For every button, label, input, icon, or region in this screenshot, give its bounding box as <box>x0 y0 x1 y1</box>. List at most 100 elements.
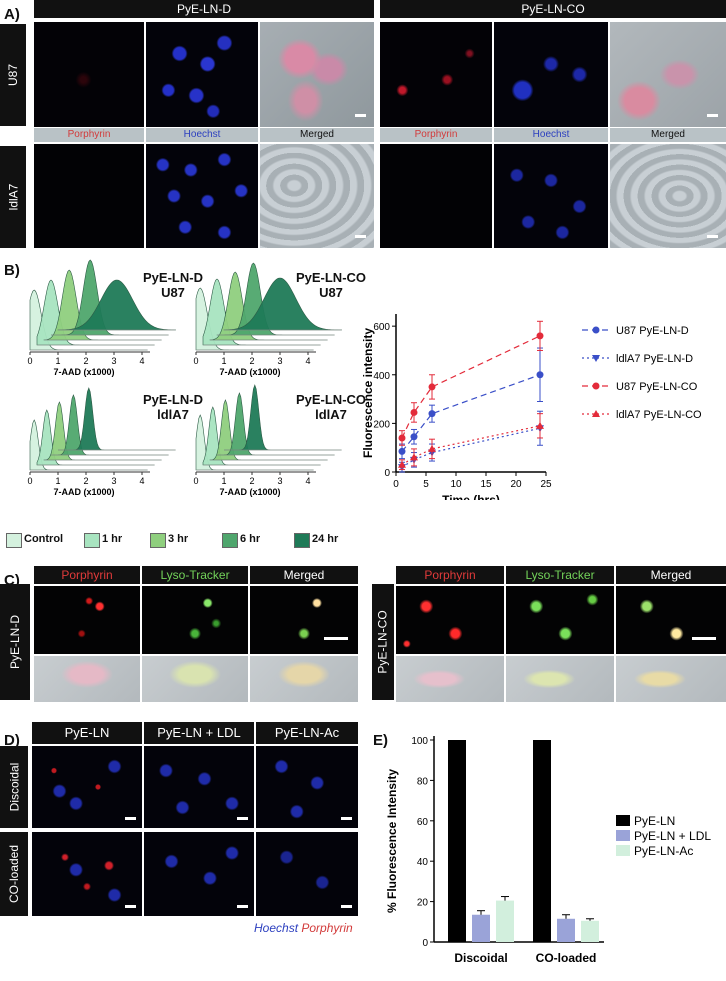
legend-label: ldlA7 PyE-LN-D <box>616 353 693 365</box>
data-point <box>428 410 436 418</box>
hist-tick-label: 1 <box>221 476 226 486</box>
histogram-1: 0 1 2 3 4 7-AAD (x1000) <box>27 259 176 377</box>
d-co-loaded-pyeln-ac-image <box>256 832 358 916</box>
hist-trace <box>57 279 176 331</box>
series-line <box>401 374 541 452</box>
x-axis-label: Time (hrs) <box>442 493 500 500</box>
panel-d-label: D) <box>4 732 20 749</box>
category-label: Discoidal <box>454 951 507 965</box>
y-tick-label: 80 <box>417 776 429 787</box>
legend-label-3hr: 3 hr <box>168 533 189 545</box>
c-row-label-pyeln-co: PyE-LN-CO <box>372 584 394 700</box>
series-4: ldlA7 PyE-LN-CO <box>398 409 702 471</box>
hist-trace <box>223 277 342 331</box>
d-row-label-co-loaded: CO-loaded <box>0 832 28 916</box>
legend-label: PyE-LN <box>634 814 675 828</box>
bar <box>472 914 490 942</box>
c-left-header-merged: Merged <box>250 566 358 584</box>
panel-b-legend: Control 1 hr 3 hr 6 hr 24 hr <box>6 532 362 548</box>
panel-a-row-label-u87: U87 <box>0 24 26 126</box>
legend-swatch-24hr <box>294 533 310 548</box>
legend-swatch-6hr <box>222 533 238 548</box>
scale-bar <box>355 235 366 238</box>
data-point <box>536 421 544 429</box>
y-tick-label: 40 <box>417 857 429 868</box>
hist-tick-label: 4 <box>305 356 310 366</box>
hist-tick-label: 1 <box>55 356 60 366</box>
c-left-porphyrin-bf-image <box>34 656 140 702</box>
legend-label: ldlA7 PyE-LN-CO <box>616 409 702 421</box>
legend-label: PyE-LN-Ac <box>634 844 693 858</box>
c-left-header-porphyrin: Porphyrin <box>34 566 140 584</box>
d-col-header-pyeln-ac: PyE-LN-Ac <box>256 722 358 744</box>
legend-swatch <box>616 830 630 841</box>
series-line <box>401 427 541 468</box>
panel-a-label: A) <box>4 6 20 23</box>
c-right-header-merged: Merged <box>616 566 726 584</box>
hist-tick-label: 0 <box>27 356 32 366</box>
legend-swatch <box>616 815 630 826</box>
a-pyeln-d-u87-merged-image <box>260 22 374 127</box>
scale-bar <box>355 114 366 117</box>
data-point <box>428 383 436 391</box>
fluorescence-time-chart: 0 200 400 600 0 5 10 15 20 25 Time (hrs) Fluorescen… <box>361 314 702 500</box>
y-tick-label: 60 <box>417 817 429 828</box>
y-tick-label: 400 <box>373 371 390 382</box>
legend-label: U87 PyE-LN-D <box>616 325 689 337</box>
hist-tick-label: 4 <box>305 476 310 486</box>
a-channel-label-porphyrin-1: Porphyrin <box>34 128 144 142</box>
bar <box>448 740 466 942</box>
histogram-4: 0 1 2 3 4 7-AAD (x1000) <box>193 384 342 497</box>
panel-a-row-label-ldla7: ldlA7 <box>0 146 26 248</box>
bar <box>557 918 575 942</box>
d-co-loaded-pyeln-image <box>32 832 142 916</box>
hist-tick-label: 0 <box>27 476 32 486</box>
series-line <box>401 425 541 466</box>
a-channel-label-porphyrin-2: Porphyrin <box>380 128 492 142</box>
hist-axis-label: 7-AAD (x1000) <box>53 367 114 377</box>
panel-e-label: E) <box>373 732 388 749</box>
scale-bar <box>237 817 248 820</box>
c-right-merged-bf-image <box>616 656 726 702</box>
hist-title-3: PyE-LN-D ldlA7 <box>143 392 203 422</box>
c-left-merged-bf-image <box>250 656 358 702</box>
c-right-porphyrin-image <box>396 586 504 654</box>
panel-b-label: B) <box>4 262 20 279</box>
scale-bar <box>692 637 716 640</box>
caption-hoechst: Hoechst <box>254 921 299 935</box>
d-col-header-pyeln: PyE-LN <box>32 722 142 744</box>
data-point <box>428 444 436 452</box>
data-point <box>592 355 600 362</box>
hist-tick-label: 1 <box>55 476 60 486</box>
c-right-merged-image <box>616 586 726 654</box>
d-discoidal-pyeln-ac-image <box>256 746 358 828</box>
a-channel-label-hoechst-1: Hoechst <box>146 128 258 142</box>
c-right-lysotracker-bf-image <box>506 656 614 702</box>
data-point <box>398 460 406 468</box>
y-tick-label: 20 <box>417 898 429 909</box>
d-co-loaded-pyeln-ldl-image <box>144 832 254 916</box>
d-row-label-discoidal: Discoidal <box>0 746 28 828</box>
a-channel-label-hoechst-2: Hoechst <box>494 128 608 142</box>
hist-axis-label: 7-AAD (x1000) <box>53 487 114 497</box>
legend-swatch-control <box>6 533 22 548</box>
bar <box>533 740 551 942</box>
d-caption: Hoechst Porphyrin <box>254 921 353 935</box>
data-point <box>398 447 406 455</box>
series-1: U87 PyE-LN-D <box>398 325 689 460</box>
legend-swatch <box>616 845 630 856</box>
x-tick-label: 25 <box>540 479 552 490</box>
scale-bar <box>125 817 136 820</box>
y-axis-label: Fluorescence intensity <box>361 328 375 458</box>
hist-tick-label: 2 <box>249 356 254 366</box>
scale-bar <box>324 637 348 640</box>
legend-swatch-3hr <box>150 533 166 548</box>
c-left-porphyrin-image <box>34 586 140 654</box>
c-right-header-porphyrin: Porphyrin <box>396 566 504 584</box>
caption-porphyrin: Porphyrin <box>301 921 353 935</box>
c-left-lysotracker-image <box>142 586 248 654</box>
hist-tick-label: 3 <box>111 476 116 486</box>
y-tick-label: 0 <box>422 938 428 949</box>
a-pyeln-d-ldla7-hoechst-image <box>146 144 258 248</box>
bar <box>496 900 514 942</box>
